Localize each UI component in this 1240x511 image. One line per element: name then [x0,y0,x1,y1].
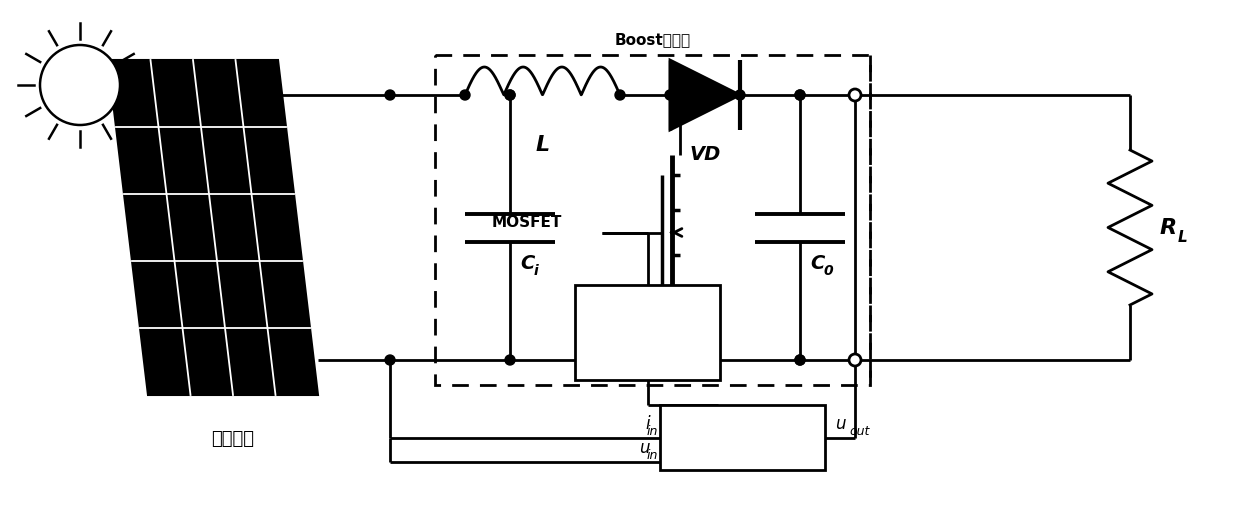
Text: 发生器: 发生器 [635,346,660,360]
Text: PWM信号: PWM信号 [620,311,676,325]
Circle shape [665,90,675,100]
Text: i: i [534,264,538,277]
Text: R: R [1159,218,1177,238]
Bar [660,405,825,470]
Text: Boost变换器: Boost变换器 [615,32,691,47]
Text: u: u [835,415,846,433]
Circle shape [795,90,805,100]
Circle shape [849,354,861,366]
Circle shape [505,90,515,100]
Text: VD: VD [689,145,720,164]
Circle shape [460,90,470,100]
Text: u: u [640,439,650,457]
Circle shape [615,90,625,100]
Circle shape [849,89,861,101]
Circle shape [40,45,120,125]
Text: 光伏阵列: 光伏阵列 [212,430,254,448]
Text: L: L [1178,230,1188,245]
Circle shape [795,90,805,100]
Circle shape [795,355,805,365]
Text: L: L [536,135,549,155]
Circle shape [384,90,396,100]
Bar [575,285,720,380]
Polygon shape [108,60,317,395]
Text: in: in [646,449,658,462]
Bar [435,55,870,385]
Text: 0: 0 [825,264,833,277]
Text: MPPT模块: MPPT模块 [709,430,775,445]
Circle shape [795,355,805,365]
Text: out: out [849,425,869,438]
Circle shape [735,90,745,100]
Circle shape [384,355,396,365]
Circle shape [505,90,515,100]
Text: MOSFET: MOSFET [491,215,562,230]
Text: C: C [520,253,534,272]
Text: C: C [810,253,825,272]
Polygon shape [670,60,740,130]
Text: i: i [645,415,650,433]
Circle shape [505,355,515,365]
Text: in: in [646,425,658,438]
